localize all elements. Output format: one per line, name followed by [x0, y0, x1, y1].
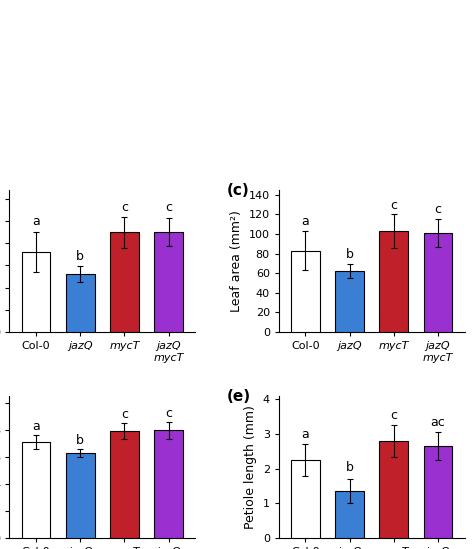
Text: (e): (e)	[227, 389, 251, 404]
Bar	[22, 442, 50, 538]
Bar	[110, 431, 139, 538]
Text: c: c	[165, 201, 172, 215]
Text: jazQ: jazQ	[164, 21, 191, 35]
Bar	[66, 274, 95, 332]
Text: b: b	[346, 461, 354, 474]
Bar	[424, 446, 452, 538]
Text: a: a	[32, 420, 40, 433]
Bar	[110, 232, 139, 332]
Text: c: c	[390, 409, 397, 422]
Text: mycT: mycT	[274, 21, 309, 35]
Text: c: c	[435, 204, 441, 216]
Bar	[424, 233, 452, 332]
Text: c: c	[390, 199, 397, 211]
Text: ac: ac	[430, 416, 446, 429]
Text: (c): (c)	[227, 183, 249, 198]
Bar	[22, 252, 50, 332]
Y-axis label: Leaf area (mm²): Leaf area (mm²)	[230, 210, 243, 312]
Text: b: b	[76, 434, 84, 447]
Bar	[66, 453, 95, 538]
Text: 1 cm: 1 cm	[380, 131, 404, 141]
Text: c: c	[165, 407, 172, 421]
Bar	[291, 251, 319, 332]
Text: b: b	[76, 250, 84, 263]
Text: a: a	[301, 428, 309, 441]
Bar	[155, 232, 183, 332]
Text: (a): (a)	[14, 19, 38, 33]
Bar	[379, 441, 408, 538]
Text: jazQ mycT: jazQ mycT	[364, 21, 429, 35]
Bar	[291, 460, 319, 538]
Text: a: a	[301, 215, 309, 228]
Text: c: c	[121, 408, 128, 421]
Bar	[335, 491, 364, 538]
Text: b: b	[346, 249, 354, 261]
Text: c: c	[121, 201, 128, 215]
Text: Col-0: Col-0	[48, 21, 80, 35]
Text: a: a	[32, 215, 40, 228]
Bar	[379, 231, 408, 332]
Y-axis label: Petiole length (mm): Petiole length (mm)	[244, 405, 257, 529]
Bar	[155, 430, 183, 538]
Bar	[335, 271, 364, 332]
